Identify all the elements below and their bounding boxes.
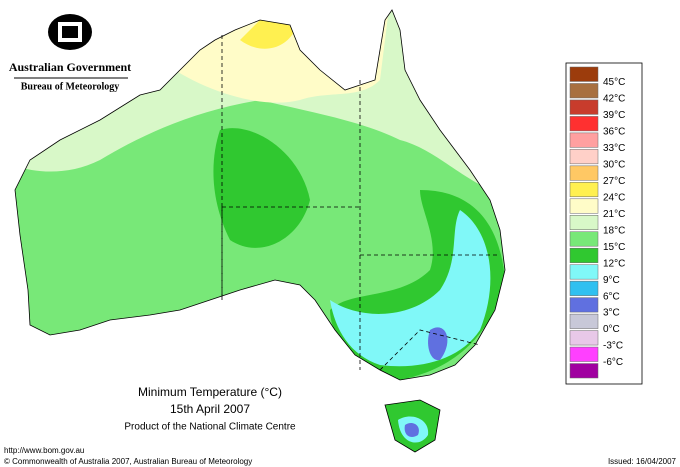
- legend-swatch: [569, 346, 599, 362]
- footer-copyright: © Commonwealth of Australia 2007, Austra…: [4, 457, 252, 466]
- legend-swatch: [569, 280, 599, 296]
- legend-swatch: [569, 264, 599, 280]
- legend-swatch: [569, 231, 599, 247]
- legend-swatch: [569, 297, 599, 313]
- legend-label: -6°C: [603, 357, 623, 368]
- legend-swatch: [569, 165, 599, 181]
- legend-label: 9°C: [603, 275, 620, 286]
- coastline: [14, 9, 506, 453]
- legend-label: 33°C: [603, 143, 625, 154]
- legend-label: 12°C: [603, 258, 625, 269]
- legend-label: 45°C: [603, 77, 625, 88]
- org-title: Australian Government: [9, 60, 131, 74]
- legend-swatch: [569, 247, 599, 263]
- legend-swatch: [569, 198, 599, 214]
- legend-swatch: [569, 83, 599, 99]
- footer-issued: Issued: 16/04/2007: [608, 457, 677, 466]
- legend-label: 39°C: [603, 110, 625, 121]
- legend-label: 18°C: [603, 225, 625, 236]
- map-product: Product of the National Climate Centre: [124, 422, 296, 433]
- legend-label: -3°C: [603, 341, 623, 352]
- logo: [48, 14, 92, 50]
- org-subtitle: Bureau of Meteorology: [21, 81, 120, 92]
- legend-swatch: [569, 149, 599, 165]
- legend-swatch: [569, 313, 599, 329]
- legend-label: 0°C: [603, 324, 620, 335]
- legend-swatch: [569, 363, 599, 379]
- legend: 45°C 42°C 39°C 36°C 33°C 30°C 27°C 24°C 21°C 18°C…: [565, 62, 643, 385]
- footer-url: http://www.bom.gov.au: [4, 446, 84, 455]
- legend-label: 42°C: [603, 94, 625, 105]
- legend-label: 27°C: [603, 176, 625, 187]
- legend-label: 6°C: [603, 291, 620, 302]
- legend-label: 21°C: [603, 209, 625, 220]
- legend-swatch: [569, 116, 599, 132]
- legend-label: 3°C: [603, 308, 620, 319]
- legend-swatch: [569, 215, 599, 230]
- legend-swatch: [569, 182, 599, 198]
- legend-swatch: [569, 330, 599, 346]
- legend-swatch: [569, 99, 599, 115]
- legend-label: 36°C: [603, 127, 625, 138]
- legend-label: 15°C: [603, 242, 625, 253]
- map-date: 15th April 2007: [170, 402, 250, 416]
- legend-swatch: [569, 132, 599, 148]
- legend-swatch: [569, 66, 599, 82]
- map-title: Minimum Temperature (°C): [138, 385, 282, 399]
- state-borders: [221, 35, 500, 371]
- legend-label: 24°C: [603, 192, 625, 203]
- legend-label: 30°C: [603, 159, 625, 170]
